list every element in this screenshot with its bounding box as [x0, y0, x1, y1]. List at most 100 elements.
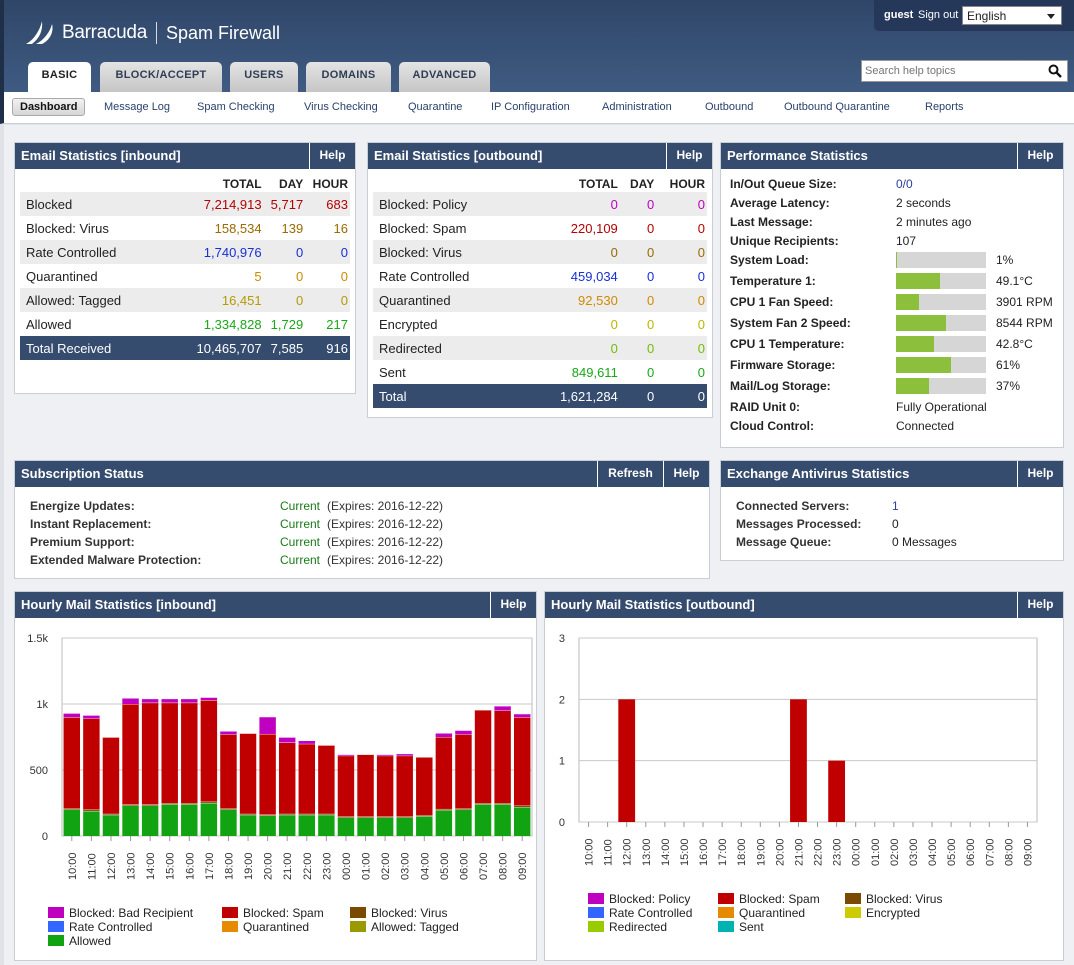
legend-swatch [718, 907, 734, 918]
hourly-inbound-chart: 0 500 1k 1.5k 10:00 11:00 12:00 13:00 14:00 15:00… [27, 633, 533, 948]
cell-hour: 0 [656, 384, 707, 408]
x-tick-label: 15:00 [165, 852, 177, 880]
panel-title: Email Statistics [inbound] [21, 148, 181, 163]
x-tick-label: 09:00 [517, 852, 529, 880]
x-tick-label: 22:00 [813, 838, 825, 866]
chevron-down-icon [1047, 14, 1055, 19]
help-button[interactable]: Help [663, 461, 709, 487]
search-input[interactable] [862, 61, 1042, 81]
bar-blocked-bad-recipient [376, 754, 394, 756]
legend-swatch [845, 907, 861, 918]
bar-blocked-bad-recipient [220, 731, 237, 735]
subnav-outbound-quarantine[interactable]: Outbound Quarantine [784, 101, 890, 113]
subscription-expires: (Expires: 2016-12-22) [327, 499, 444, 513]
cell-hour: 0 [340, 268, 348, 284]
table-row: Rate Controlled 1,740,976 0 0 [20, 240, 350, 264]
x-tick-label: 03:00 [400, 852, 412, 880]
signout-link[interactable]: Sign out [918, 9, 959, 21]
legend-label: Blocked: Virus [371, 906, 447, 920]
cell-day: 0 [646, 268, 655, 284]
row-label: Total Received [20, 336, 185, 360]
hourly-outbound-panel: Hourly Mail Statistics [outbound] Help 0… [544, 591, 1064, 961]
help-button[interactable]: Help [1017, 461, 1063, 487]
language-select[interactable]: English [962, 6, 1062, 25]
tab-label: BLOCK/ACCEPT [115, 69, 207, 81]
exchange-value[interactable]: 1 [892, 499, 899, 513]
tab-basic[interactable]: BASIC [28, 62, 91, 93]
perf-value: 2 minutes ago [896, 215, 972, 229]
subscription-status: Current [280, 517, 321, 531]
bar-blocked-virus [474, 803, 492, 805]
cell-day: 0 [646, 316, 655, 332]
bar-blocked-spam [376, 755, 394, 817]
bar-blocked-spam [220, 734, 237, 809]
bar-blocked-spam [357, 754, 374, 817]
y-tick-label: 500 [30, 765, 48, 777]
subnav-virus-checking[interactable]: Virus Checking [304, 101, 378, 113]
cell-total: 0 [540, 336, 620, 360]
subnav-dashboard[interactable]: Dashboard [12, 98, 86, 116]
bar-blocked-spam [337, 755, 355, 817]
subscription-label: Extended Malware Protection: [30, 553, 202, 567]
perf-label: Cloud Control: [730, 419, 814, 433]
x-tick-label: 01:00 [361, 852, 373, 880]
tab-advanced[interactable]: ADVANCED [399, 62, 490, 92]
legend-label: Blocked: Spam [243, 906, 324, 920]
table-row: Blocked: Virus 158,534 139 16 [20, 216, 350, 240]
tab-domains[interactable]: DOMAINS [306, 62, 391, 92]
legend-label: Redirected [609, 920, 667, 934]
row-label: Blocked: Virus [373, 240, 540, 264]
help-button[interactable]: Help [490, 592, 536, 618]
user-bar: guest Sign out English [874, 0, 1074, 31]
perf-value[interactable]: 0/0 [896, 177, 913, 191]
cell-total: 849,611 [571, 364, 618, 380]
cell-day: 139 [281, 220, 304, 236]
panel-title: Hourly Mail Statistics [outbound] [551, 597, 755, 612]
row-label: Rate Controlled [20, 240, 185, 264]
subnav-administration[interactable]: Administration [602, 101, 672, 113]
help-button[interactable]: Help [309, 143, 355, 169]
subnav-outbound[interactable]: Outbound [705, 101, 754, 113]
bar-blocked-spam [181, 702, 198, 803]
help-button[interactable]: Help [1017, 143, 1063, 169]
subscription-label: Energize Updates: [30, 499, 135, 513]
cell-total: 0 [610, 316, 618, 332]
help-button[interactable]: Help [1017, 592, 1063, 618]
help-button[interactable]: Help [666, 143, 712, 169]
cell-hour: 0 [305, 288, 350, 312]
x-tick-label: 02:00 [889, 838, 901, 866]
subnav-reports[interactable]: Reports [925, 101, 964, 113]
subnav-message-log[interactable]: Message Log [104, 101, 171, 113]
cell-day: 5,717 [263, 192, 306, 216]
table-row: Allowed 1,334,828 1,729 217 [20, 312, 350, 336]
bar-blocked-bad-recipient [435, 733, 453, 737]
subnav-ip-configuration[interactable]: IP Configuration [491, 101, 570, 113]
tab-users[interactable]: USERS [230, 62, 298, 92]
perf-label: Mail/Log Storage: [730, 379, 831, 393]
row-label: Allowed [26, 316, 72, 332]
legend-swatch [350, 907, 366, 918]
cell-day: 0 [263, 288, 306, 312]
cell-hour: 16 [333, 220, 348, 236]
legend-label: Quarantined [739, 906, 805, 920]
table-row: Redirected 0 0 0 [373, 336, 707, 360]
subnav-spam-checking[interactable]: Spam Checking [197, 101, 275, 113]
bar-blocked-virus [200, 801, 218, 803]
tab-block-accept[interactable]: BLOCK/ACCEPT [100, 62, 222, 92]
x-tick-label: 20:00 [263, 852, 275, 880]
legend-swatch [845, 893, 861, 904]
panel-header: Hourly Mail Statistics [outbound] Help [545, 592, 1063, 618]
bar-blocked-bad-recipient [200, 697, 218, 701]
barracuda-logo[interactable]: Barracuda Spam Firewall [24, 18, 280, 48]
bar-blocked-bad-recipient [278, 737, 296, 743]
bar-blocked-bad-recipient [337, 754, 355, 756]
x-tick-label: 14:00 [660, 838, 672, 866]
table-row: Blocked: Virus 0 0 0 [373, 240, 707, 264]
subnav-quarantine[interactable]: Quarantine [408, 101, 463, 113]
perf-bar [896, 336, 986, 352]
refresh-button[interactable]: Refresh [597, 461, 663, 487]
bar-blocked-spam [239, 733, 257, 814]
cell-day: 0 [619, 240, 657, 264]
search-icon[interactable] [1048, 64, 1062, 78]
bar-blocked-spam [200, 700, 218, 802]
